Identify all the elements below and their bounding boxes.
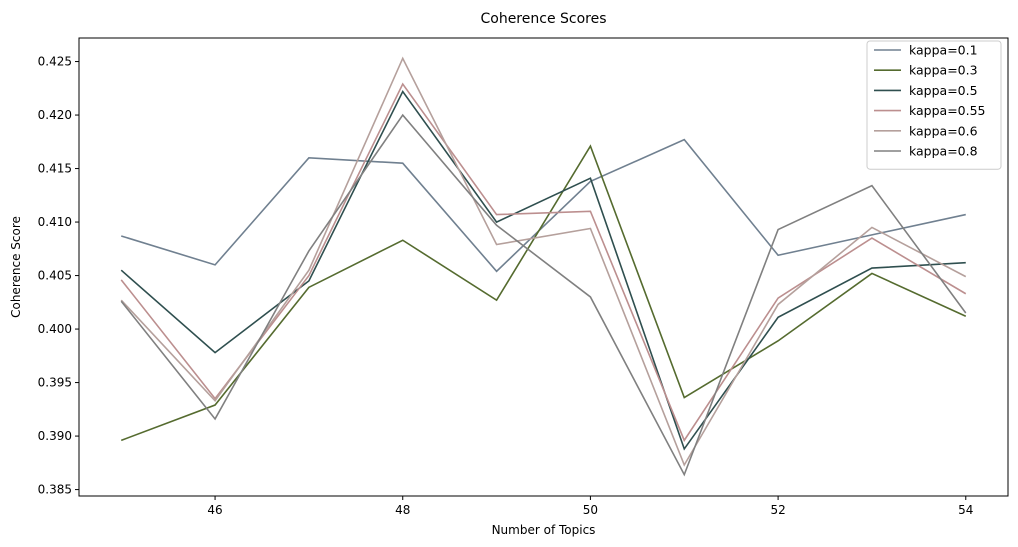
x-tick-label: 54 (958, 503, 973, 517)
series-line-0 (120, 138, 966, 273)
series-line-1 (120, 144, 967, 442)
legend-label: kappa=0.3 (909, 63, 978, 78)
plot-area (120, 56, 967, 477)
legend-label: kappa=0.55 (909, 103, 986, 118)
y-tick-label: 0.425 (38, 55, 72, 69)
series-line-3 (120, 82, 967, 443)
y-tick-label: 0.405 (38, 269, 72, 283)
x-tick-label: 48 (395, 503, 410, 517)
y-tick-label: 0.385 (38, 483, 72, 497)
series-line-2 (120, 89, 966, 451)
y-tick-label: 0.400 (38, 322, 72, 336)
legend-label: kappa=0.1 (909, 43, 978, 58)
x-tick-label: 50 (583, 503, 598, 517)
legend-label: kappa=0.5 (909, 83, 978, 98)
legend-box (866, 40, 1002, 170)
y-tick-label: 0.410 (38, 215, 72, 229)
legend-label: kappa=0.8 (909, 144, 978, 159)
y-tick-label: 0.415 (38, 162, 72, 176)
chart-title: Coherence Scores (480, 11, 606, 27)
y-tick-label: 0.420 (38, 108, 72, 122)
x-tick-label: 52 (770, 503, 785, 517)
y-axis: 0.385 0.390 0.395 0.400 0.405 0.410 0.415 0.420… (38, 55, 79, 497)
x-tick-label: 46 (207, 503, 222, 517)
plot-frame (78, 37, 1009, 497)
series-line-5 (120, 113, 967, 477)
legend: kappa=0.1 kappa=0.3 kappa=0.5 kappa=0.55 kap… (866, 40, 1002, 170)
y-tick-label: 0.395 (38, 376, 72, 390)
y-axis-label: Coherence Score (9, 216, 23, 318)
legend-label: kappa=0.6 (909, 123, 978, 138)
y-tick-label: 0.390 (38, 429, 72, 443)
x-axis-label: Number of Topics (492, 523, 596, 537)
x-axis: 46 48 50 52 54 (207, 496, 973, 517)
